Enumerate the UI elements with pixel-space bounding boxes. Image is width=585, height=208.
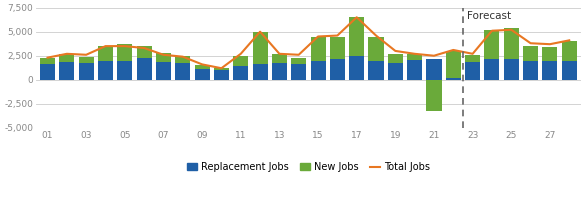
Bar [407, 59, 422, 80]
Bar [388, 54, 403, 63]
Bar [195, 69, 209, 80]
Bar [349, 17, 364, 56]
Bar [253, 64, 267, 80]
Bar [214, 68, 229, 70]
Bar [156, 53, 171, 62]
Bar [388, 63, 403, 80]
Bar [446, 51, 461, 78]
Bar [504, 59, 519, 80]
Bar [484, 30, 500, 59]
Bar [253, 32, 267, 64]
Bar [349, 56, 364, 80]
Bar [233, 66, 248, 80]
Bar [78, 57, 94, 63]
Bar [426, 59, 442, 80]
Bar [484, 59, 500, 80]
Bar [542, 61, 558, 80]
Bar [562, 61, 577, 80]
Bar [59, 54, 74, 62]
Bar [156, 62, 171, 80]
Bar [137, 58, 152, 80]
Bar [369, 37, 384, 61]
Bar [407, 54, 422, 59]
Bar [59, 62, 74, 80]
Bar [465, 55, 480, 62]
Bar [291, 58, 307, 64]
Bar [523, 46, 538, 61]
Bar [330, 59, 345, 80]
Bar [465, 62, 480, 80]
Bar [214, 70, 229, 80]
Bar [137, 46, 152, 58]
Bar [40, 58, 55, 64]
Bar [233, 56, 248, 66]
Bar [272, 54, 287, 63]
Bar [446, 78, 461, 80]
Bar [330, 37, 345, 59]
Legend: Replacement Jobs, New Jobs, Total Jobs: Replacement Jobs, New Jobs, Total Jobs [183, 158, 433, 176]
Bar [542, 47, 558, 61]
Bar [117, 44, 132, 61]
Bar [523, 61, 538, 80]
Bar [272, 63, 287, 80]
Bar [176, 56, 190, 63]
Bar [78, 63, 94, 80]
Bar [311, 61, 326, 80]
Bar [291, 64, 307, 80]
Bar [195, 65, 209, 69]
Bar [311, 37, 326, 61]
Bar [504, 28, 519, 59]
Bar [98, 46, 113, 61]
Bar [369, 61, 384, 80]
Bar [117, 61, 132, 80]
Text: Forecast: Forecast [467, 11, 511, 21]
Bar [562, 41, 577, 61]
Bar [98, 61, 113, 80]
Bar [176, 63, 190, 80]
Bar [40, 64, 55, 80]
Bar [426, 80, 442, 110]
